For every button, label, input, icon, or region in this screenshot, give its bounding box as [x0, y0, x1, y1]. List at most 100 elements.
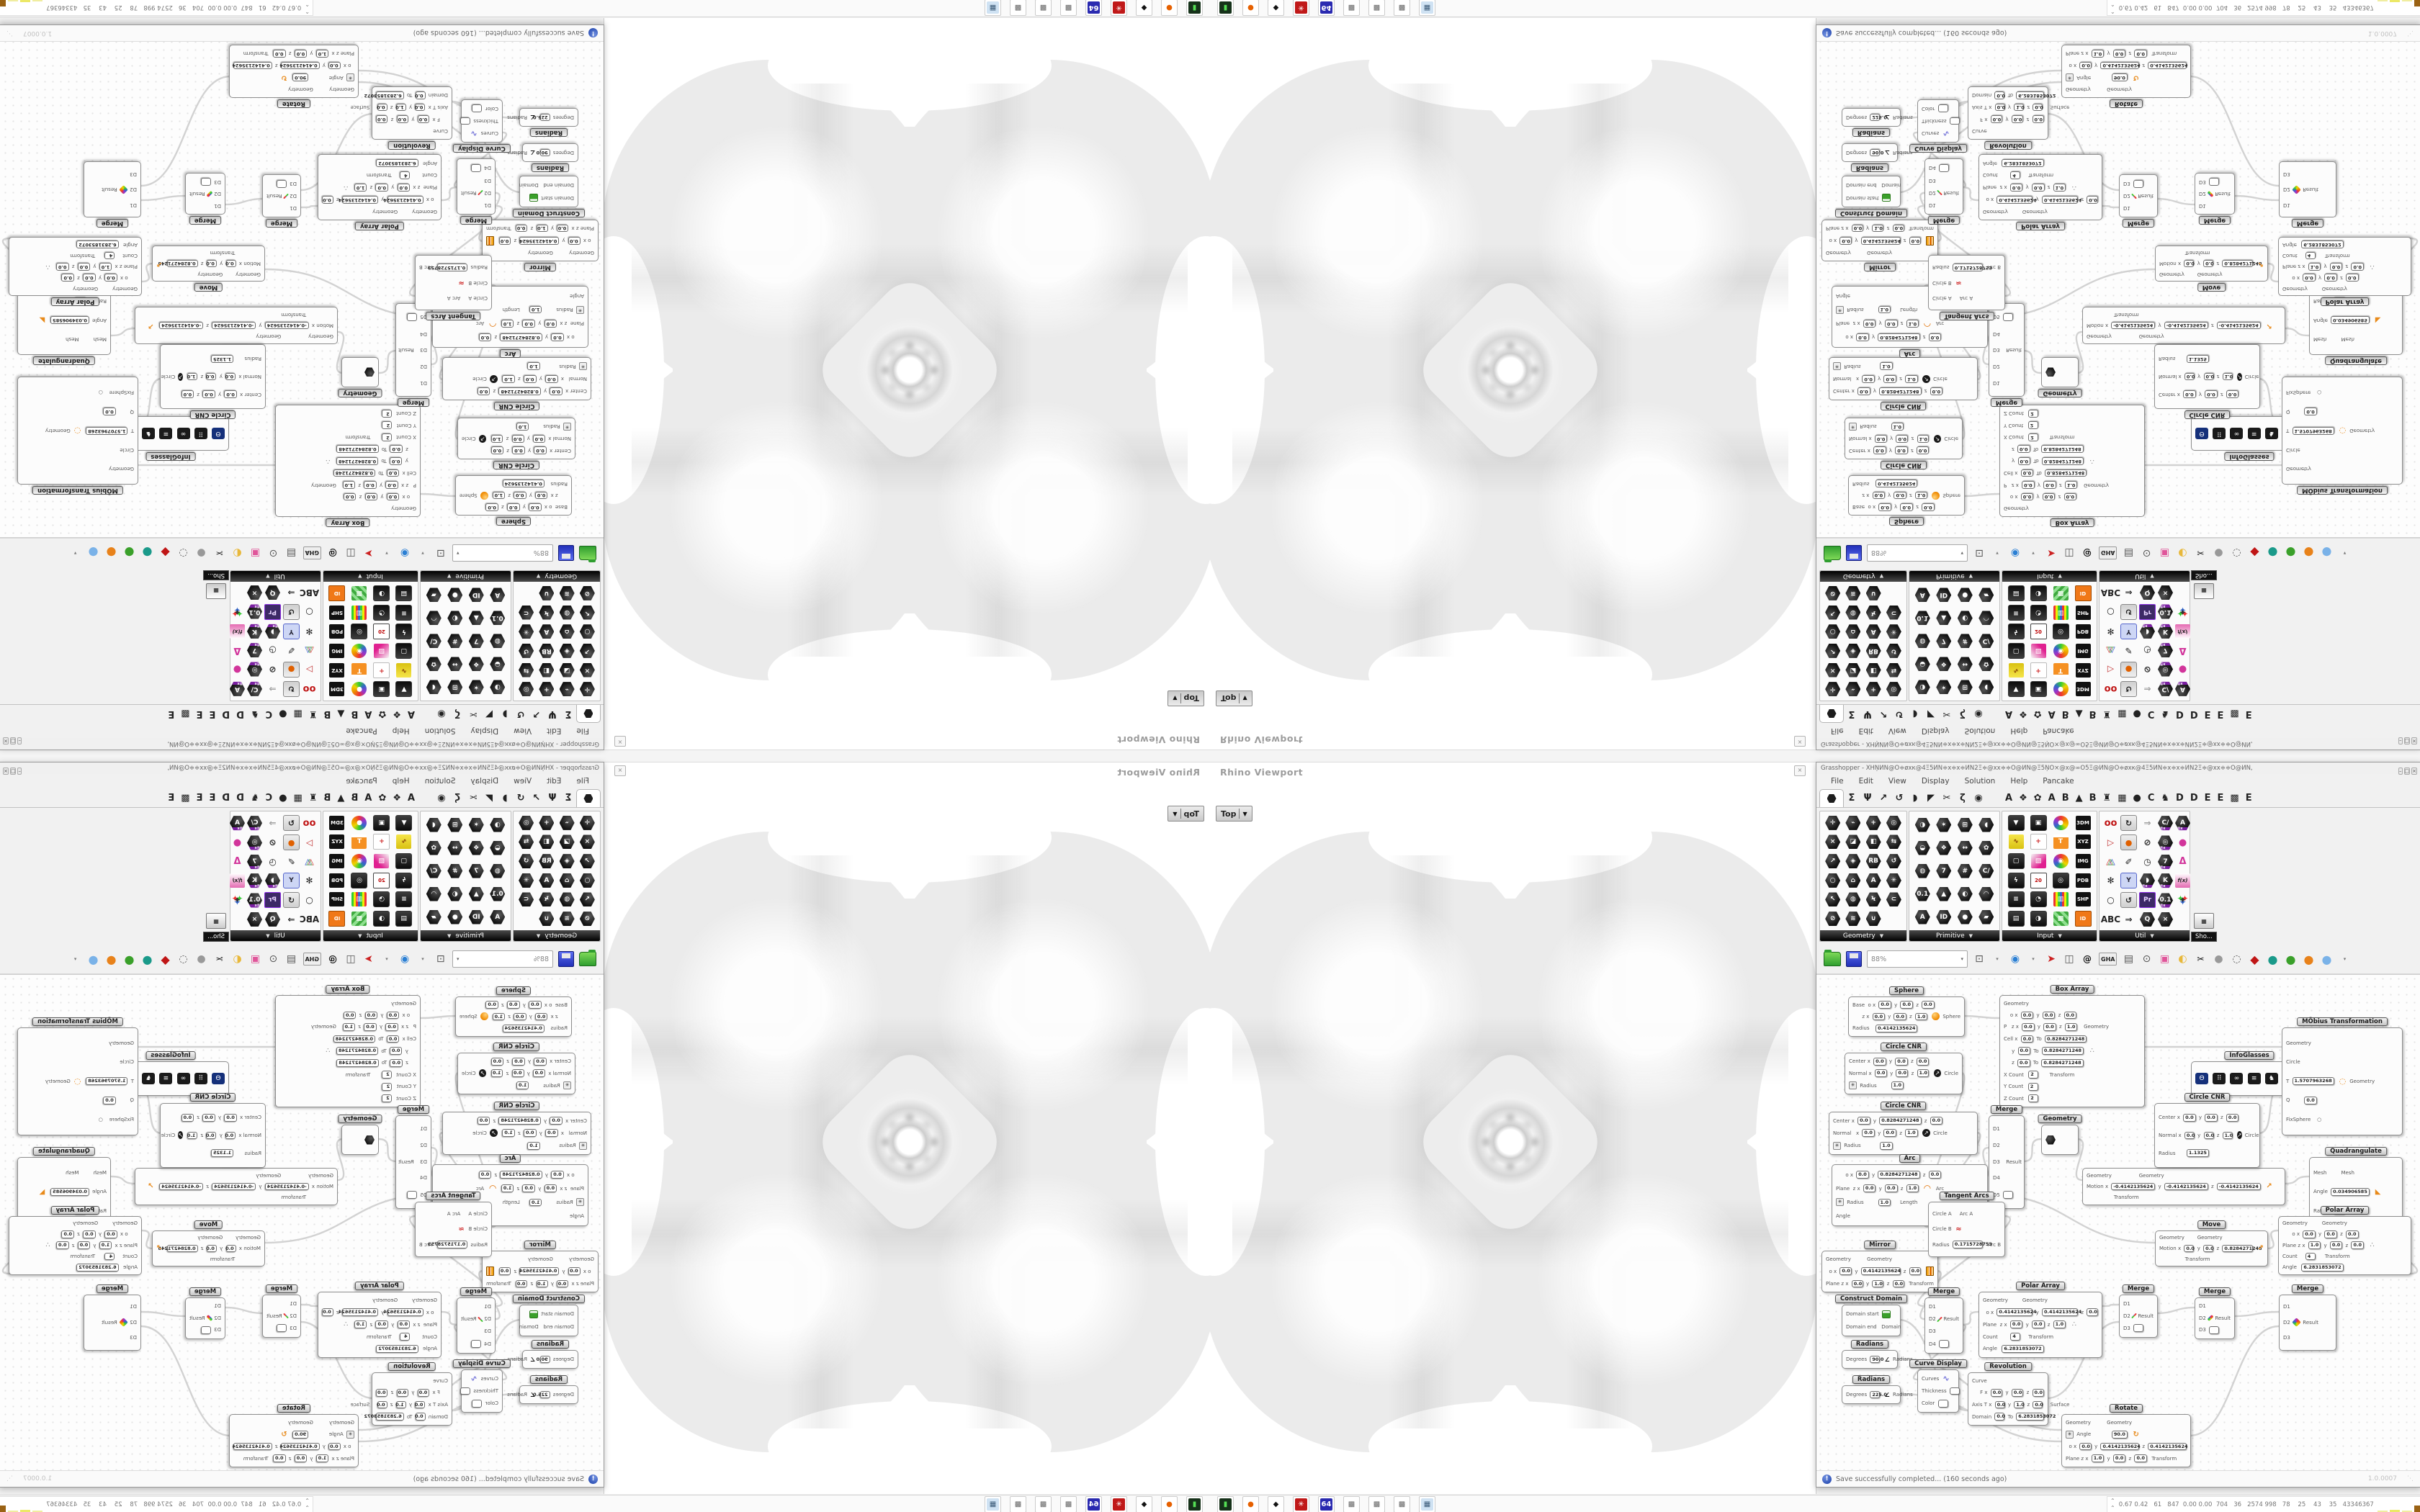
menu-item-display[interactable]: Display [470, 777, 499, 786]
tab-icon[interactable]: ◤ [1927, 708, 1935, 719]
value-box[interactable]: 0.8284271248 [2222, 1244, 2262, 1253]
value-box[interactable]: 0.0 [2303, 274, 2316, 282]
value-box[interactable]: 0.0 [2017, 456, 2031, 465]
component-icon[interactable]: PDB [2075, 624, 2091, 639]
gh-canvas[interactable]: Sphere Base o x 0.0 y 0.0 z 0.0 z x 0.0 y… [1816, 974, 2420, 1470]
node-tangent-arcs[interactable]: Tangent Arcs Circle A Arc A Circle B ≈ Radi… [415, 1192, 492, 1257]
component-icon[interactable]: ϟ [2007, 872, 2025, 888]
value-box[interactable]: -0.4142135624 [2216, 1182, 2261, 1191]
component-icon[interactable]: ✶ [469, 818, 484, 832]
value-box[interactable]: 0.0 [83, 1230, 96, 1238]
value-box[interactable]: 0.0 [322, 1308, 333, 1317]
value-box[interactable]: 0.0 [2020, 1035, 2034, 1043]
component-icon[interactable]: ↖ [580, 892, 595, 906]
grasshopper-titlebar[interactable]: Grasshopper - XHŅИN@O≑øxк@4Ξ5ИN≑x≑x≑ИN2Ξ… [1816, 737, 2420, 750]
component-icon[interactable]: ≋ [560, 912, 575, 926]
value-box[interactable]: 0.0 [1883, 1129, 1896, 1138]
value-box[interactable]: 0.8284271248 [2045, 1035, 2087, 1043]
plugin-tab[interactable]: D [222, 708, 230, 719]
value-box[interactable] [2003, 312, 2014, 321]
component-icon[interactable]: ◒ [490, 657, 505, 672]
value-box[interactable]: 1.0 [354, 1320, 367, 1329]
plugin-tab[interactable]: ♜ [308, 793, 318, 804]
component-icon[interactable]: ✛ [1825, 682, 1840, 696]
component-icon[interactable]: ○ [580, 624, 595, 639]
value-box[interactable]: 0.0 [1994, 1413, 2005, 1421]
value-box[interactable]: 0.0 [1857, 387, 1870, 395]
component-icon[interactable]: ◎ [1886, 682, 1901, 696]
value-box[interactable]: 0.0 [498, 236, 511, 245]
component-icon[interactable]: IMG [2075, 643, 2091, 658]
value-box[interactable]: 6.2831853072 [2002, 1345, 2044, 1353]
orange-ball-icon[interactable]: ● [106, 952, 117, 966]
component-icon[interactable]: 3DM [329, 682, 345, 697]
value-box[interactable]: 0.0 [83, 274, 96, 282]
tab-icon[interactable]: ◤ [485, 793, 493, 804]
value-box[interactable]: 0.0 [1883, 374, 1896, 383]
node-mirror[interactable]: Mirror Geometry Geometry o x 0.0 y 0.4142… [482, 1241, 599, 1292]
plugin-tab[interactable]: ♜ [2102, 793, 2112, 804]
document-icon[interactable]: ▤ [286, 953, 297, 965]
component-icon[interactable]: ◠ [1978, 611, 1994, 626]
node-radians[interactable]: Radians Degrees 225.0 ∠ Radians [507, 108, 578, 137]
value-box[interactable]: 0.0 [2351, 262, 2364, 271]
value-box[interactable]: 4 [104, 251, 115, 260]
node-box-array[interactable]: Box Array Geometry o x 0.0 y 0.0 z 0.0 P z… [275, 985, 421, 1107]
value-box[interactable]: 4 [2010, 171, 2021, 179]
value-box[interactable]: 0.0 [1872, 491, 1885, 500]
preview-eye-icon[interactable]: ◉ [400, 547, 410, 559]
value-box[interactable]: 2 [2027, 421, 2038, 430]
taskbar-app-firefox[interactable]: ● [1242, 1496, 1259, 1512]
plugin-tab[interactable]: ✿ [378, 793, 387, 804]
value-box[interactable]: 1.1325 [2186, 1149, 2209, 1158]
component-icon[interactable]: 3DM [2075, 682, 2091, 697]
menu-item-pancake[interactable]: Pancake [346, 726, 377, 735]
value-box[interactable]: 0.0 [507, 503, 520, 511]
save-file-icon[interactable] [1846, 951, 1862, 967]
component-icon[interactable]: ● [2120, 834, 2137, 851]
value-box[interactable]: 1.0 [315, 49, 329, 58]
value-box[interactable]: 0.0 [2087, 195, 2098, 204]
taskbar-app-red-app[interactable]: ✳ [1111, 1496, 1127, 1512]
component-icon[interactable]: ID [328, 911, 346, 927]
value-box[interactable]: 0.0 [1857, 1117, 1870, 1125]
component-icon[interactable]: ✦ [2179, 606, 2187, 617]
value-box[interactable]: 0.0 [2203, 259, 2214, 268]
teal-ball-icon[interactable]: ● [142, 546, 153, 560]
taskbar-app-maze-1[interactable]: ▩ [1060, 0, 1077, 16]
component-icon[interactable]: ▩ [351, 912, 367, 927]
palette-group-label[interactable]: Primitive ▼ [1909, 930, 1999, 941]
preview-eye-icon[interactable]: ◉ [2010, 953, 2020, 965]
search-icon[interactable]: ⊙ [2142, 953, 2151, 965]
gray-ball-icon[interactable]: ● [2214, 547, 2223, 559]
value-box[interactable]: 1.0 [492, 1012, 506, 1021]
value-box[interactable]: 90.0 [537, 1355, 550, 1364]
value-box[interactable]: 0.0 [415, 91, 426, 99]
component-icon[interactable]: ⌂ [560, 873, 575, 888]
component-icon[interactable]: × [2158, 585, 2173, 600]
node-polar-array[interactable]: Polar Array Geometry Geometry o x 0.41421… [1978, 154, 2102, 230]
component-icon[interactable]: ○ [305, 606, 313, 617]
value-box[interactable]: 0.0 [2184, 259, 2195, 268]
taskbar-app-terminal[interactable]: ▮ [1217, 1496, 1234, 1512]
component-icon[interactable]: ✿ [426, 841, 442, 855]
value-box[interactable]: 0.0 [1862, 1129, 1875, 1138]
value-box[interactable]: 0.0 [56, 262, 69, 271]
component-icon[interactable]: C/ [426, 864, 442, 878]
value-box[interactable]: -0.4142135624 [159, 1182, 204, 1191]
value-box[interactable]: 0.4142135624 [339, 195, 378, 204]
component-icon[interactable]: ▤ [2007, 911, 2025, 927]
component-icon[interactable]: + [1865, 815, 1881, 830]
component-icon[interactable]: + [1866, 682, 1881, 696]
component-icon[interactable]: 7 [1936, 634, 1951, 649]
blue-ball-icon[interactable]: ● [88, 546, 99, 560]
component-icon[interactable]: ◎ [351, 872, 368, 888]
tab-params[interactable] [1819, 789, 1844, 807]
value-box[interactable]: 0.0 [2351, 1241, 2364, 1250]
gray-ball-icon[interactable]: ● [197, 547, 206, 559]
value-box[interactable]: 0.8284271248 [1879, 387, 1922, 395]
node-construct-domain[interactable]: Construct Domain Domain start Domain end … [512, 176, 586, 217]
plugin-tab[interactable]: ♞ [2161, 708, 2170, 719]
component-icon[interactable]: # [1957, 863, 1973, 878]
